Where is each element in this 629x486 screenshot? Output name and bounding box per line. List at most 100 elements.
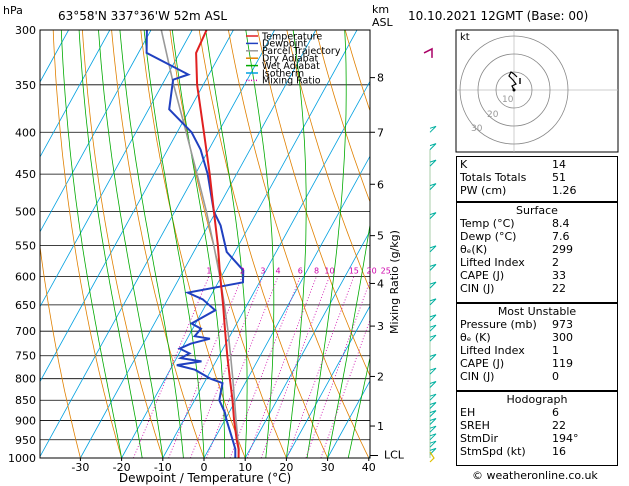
x-axis-label: Dewpoint / Temperature (°C) xyxy=(119,471,291,485)
mixing-ratio-label: 8 xyxy=(314,266,319,275)
wind-barb-icon xyxy=(429,433,437,441)
dry-adiabat-line xyxy=(198,30,328,458)
pressure-tick-label: 450 xyxy=(15,168,36,181)
mixing-ratio-label: 20 xyxy=(367,266,377,275)
hpa-label: hPa xyxy=(3,4,23,17)
dry-adiabat-line xyxy=(52,30,122,458)
surface-box xyxy=(456,202,618,303)
dry-adiabat-line xyxy=(140,30,246,458)
wet-adiabat-line xyxy=(245,30,275,458)
hodograph-table-box xyxy=(456,391,618,466)
hodo-row-stmdir: StmDir 194° xyxy=(460,432,579,445)
wet-adiabat-line xyxy=(205,30,248,458)
km-tick-label: 1 xyxy=(377,420,384,433)
hodograph-ring-20 xyxy=(477,53,551,127)
hodograph-ring-label-30: 30 xyxy=(471,124,483,134)
wind-barb-icon xyxy=(429,367,437,375)
legend-label: Parcel Trajectory xyxy=(262,46,341,57)
mixing-ratio-line xyxy=(206,276,279,458)
wind-barb-icon xyxy=(429,159,437,167)
wind-barb-icon xyxy=(429,447,437,455)
hodograph-ring-label-10: 10 xyxy=(502,95,514,105)
mixing-ratio-label: 25 xyxy=(381,266,391,275)
hodograph-ring-30 xyxy=(459,35,569,145)
pressure-tick-label: 1000 xyxy=(8,452,36,465)
surface-row-thetae: θₑ(K) 299 xyxy=(460,243,573,256)
mixing-ratio-line xyxy=(305,279,370,458)
pressure-tick-label: 850 xyxy=(15,394,36,407)
isotherm-line xyxy=(40,30,111,158)
x-tick-label: -20 xyxy=(113,461,131,474)
isotherm-line xyxy=(203,155,370,458)
surface-row-temp: Temp (°C) 8.4 xyxy=(460,217,570,230)
mu-row-cin: CIN (J) 0 xyxy=(460,370,559,383)
km-tick-label: 6 xyxy=(377,178,384,191)
pressure-tick-label: 600 xyxy=(15,270,36,283)
x-tick-label: -10 xyxy=(154,461,172,474)
indices-box xyxy=(456,156,618,202)
pressure-tick-label: 750 xyxy=(15,350,36,363)
wind-barb-icon xyxy=(429,263,437,271)
wind-barb-icon xyxy=(429,298,437,306)
series-parcel-trajectory xyxy=(160,30,240,458)
dry-adiabat-line xyxy=(286,30,370,291)
wind-barb-icon xyxy=(429,440,437,448)
wind-barb-icon xyxy=(429,314,437,322)
hodograph-trace xyxy=(508,71,518,91)
most-unstable-box xyxy=(456,303,618,391)
mixing-ratio-axis-label: Mixing Ratio (g/kg) xyxy=(388,230,401,334)
mixing-ratio-line xyxy=(320,318,370,458)
surface-title: Surface xyxy=(516,204,558,217)
km-tick-label: 7 xyxy=(377,126,384,139)
mixing-ratio-line xyxy=(246,276,317,458)
most-unstable-panel: Most Unstable Pressure (mb) 973 θₑ (K) 300… xyxy=(456,305,618,383)
pressure-tick-label: 700 xyxy=(15,325,36,338)
wet-adiabat-line xyxy=(60,30,122,458)
pressure-tick-label: 550 xyxy=(15,239,36,252)
mu-row-thetae: θₑ (K) 300 xyxy=(460,331,573,344)
mixing-ratio-label: 1 xyxy=(206,266,211,275)
most-unstable-title: Most Unstable xyxy=(497,305,577,318)
pressure-tick-label: 650 xyxy=(15,299,36,312)
mixing-ratio-line xyxy=(286,276,355,458)
x-tick-label: 20 xyxy=(279,461,293,474)
km-tick-label: 3 xyxy=(377,320,384,333)
axes: 1 2 3 4 6 8 10 15 20 2530035040045050055060065070… xyxy=(8,24,405,474)
mu-row-cape: CAPE (J) 119 xyxy=(460,357,573,370)
hodograph-ring-10 xyxy=(495,71,533,109)
isotherm-line xyxy=(286,305,370,458)
legend-label: Wet Adiabat xyxy=(262,61,320,72)
isotherm-line xyxy=(40,30,152,233)
wind-barb-icon xyxy=(429,212,437,219)
hodograph: kt 10 20 30 xyxy=(455,29,619,153)
mixing-ratio-label: 10 xyxy=(324,266,334,275)
mixing-ratio-line xyxy=(260,276,330,458)
surface-row-li: Lifted Index 2 xyxy=(460,256,559,269)
plot-frame xyxy=(39,29,371,459)
dry-adiabat-line xyxy=(111,30,205,458)
mixing-ratio-line xyxy=(190,276,264,458)
indices-panel: K 14 Totals Totals 51 PW (cm) 1.26 xyxy=(456,158,618,197)
date-title: 10.10.2021 12GMT (Base: 00) xyxy=(408,9,588,23)
mixing-ratio-line xyxy=(133,276,210,458)
wind-barb-icon xyxy=(429,125,437,133)
legend-label: Mixing Ratio xyxy=(262,76,321,87)
dry-adiabat-line xyxy=(40,243,81,458)
pressure-tick-label: 800 xyxy=(15,373,36,386)
wind-barb-icon xyxy=(429,281,437,289)
location-title: 63°58'N 337°36'W 52m ASL xyxy=(58,9,227,23)
sounding-lines xyxy=(145,30,245,458)
wind-barb-icon xyxy=(429,410,437,417)
series-temperature xyxy=(195,30,240,458)
hodograph-table-title: Hodograph xyxy=(506,393,568,406)
asl-label: ASL xyxy=(372,16,394,29)
dry-adiabat-line xyxy=(257,30,370,377)
wet-adiabat-line xyxy=(306,30,347,458)
surface-row-cin: CIN (J) 22 xyxy=(460,282,566,295)
index-row-pw: PW (cm) 1.26 xyxy=(460,184,577,197)
surface-panel: Surface Temp (°C) 8.4 Dewp (°C) 7.6 θₑ(K) 2… xyxy=(456,204,618,295)
copyright-link[interactable]: © weatheronline.co.uk xyxy=(472,469,598,482)
surface-row-dewp: Dewp (°C) 7.6 xyxy=(460,230,570,243)
